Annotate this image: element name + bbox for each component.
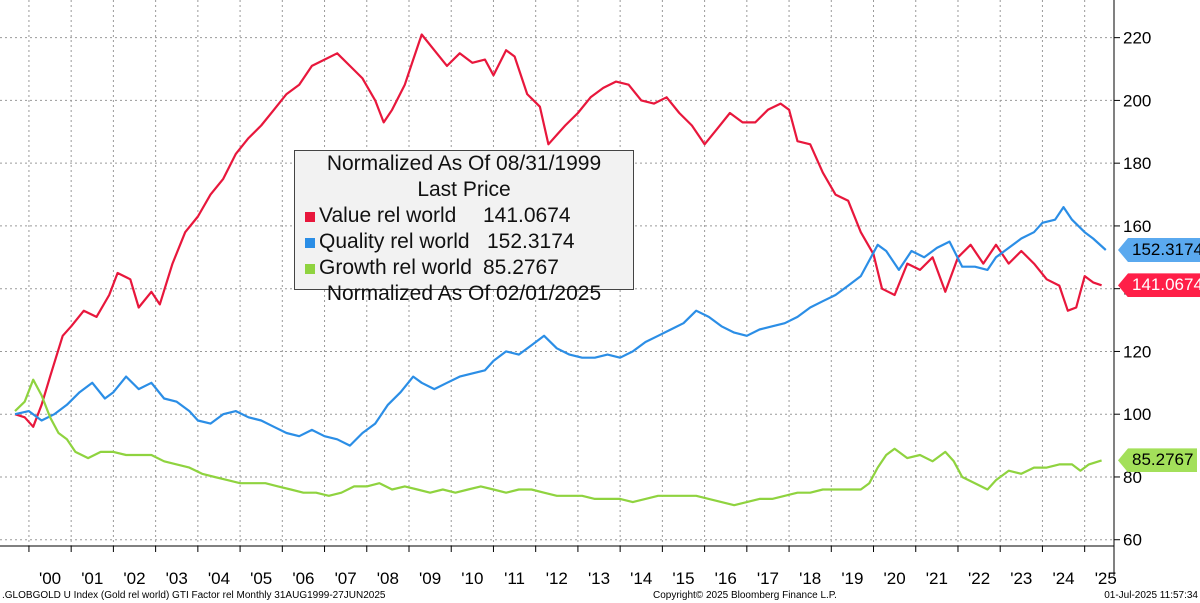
- x-tick-label: '20: [884, 569, 906, 588]
- y-tick-label: 80: [1123, 468, 1142, 487]
- last-price-tag-growth: 85.2767: [1118, 448, 1198, 473]
- x-tick-label: '21: [926, 569, 948, 588]
- x-tick-label: '09: [419, 569, 441, 588]
- x-tick-label: '15: [672, 569, 694, 588]
- legend: Normalized As Of 08/31/1999 Last Price V…: [294, 150, 634, 305]
- y-tick-label: 200: [1123, 91, 1151, 110]
- legend-swatch-quality: [305, 238, 315, 248]
- footer-timestamp: 01-Jul-2025 11:57:34: [1104, 590, 1198, 601]
- x-tick-label: '11: [504, 569, 525, 588]
- x-tick-label: '13: [588, 569, 610, 588]
- x-tick-label: '18: [799, 569, 821, 588]
- last-price-tag-value: 141.0674: [1118, 273, 1200, 298]
- x-tick-label: '23: [1010, 569, 1032, 588]
- x-tick-label: '10: [461, 569, 483, 588]
- x-tick-label: '07: [335, 569, 357, 588]
- x-tick-label: '00: [39, 569, 61, 588]
- series-lines: [14, 33, 1107, 507]
- x-tick-label: '22: [968, 569, 990, 588]
- x-tick-label: '25: [1095, 569, 1117, 588]
- y-tick-label: 220: [1123, 29, 1151, 48]
- x-tick-label: '17: [757, 569, 779, 588]
- x-tick-label: '01: [81, 569, 103, 588]
- y-tick-label: 180: [1123, 154, 1151, 173]
- legend-value-value: 141.0674: [483, 204, 571, 227]
- legend-swatch-value: [305, 212, 315, 222]
- footer-source: .GLOBGOLD U Index (Gold rel world) GTI F…: [2, 590, 386, 601]
- legend-swatch-growth: [305, 264, 315, 274]
- y-tick-label: 60: [1123, 531, 1142, 550]
- x-tick-label: '24: [1052, 569, 1074, 588]
- legend-item-quality: Quality rel world 152.3174: [295, 229, 633, 255]
- x-tick-label: '02: [123, 569, 145, 588]
- x-tick-label: '05: [250, 569, 272, 588]
- legend-label-value: Value rel world: [319, 204, 457, 227]
- legend-value-quality: 152.3174: [487, 230, 575, 253]
- y-tick-label: 160: [1123, 217, 1151, 236]
- legend-label-growth: Growth rel world: [319, 256, 472, 279]
- x-tick-label: '03: [166, 569, 188, 588]
- x-tick-label: '04: [208, 569, 230, 588]
- x-tick-label: '06: [292, 569, 314, 588]
- x-tick-label: '16: [715, 569, 737, 588]
- x-tick-label: '12: [546, 569, 568, 588]
- legend-item-value: Value rel world 141.0674: [295, 203, 633, 229]
- series-line-quality: [14, 206, 1107, 447]
- y-tick-label: 100: [1123, 405, 1151, 424]
- series-line-growth: [14, 378, 1102, 507]
- legend-item-growth: Growth rel world 85.2767: [295, 255, 633, 281]
- legend-value-growth: 85.2767: [483, 256, 559, 279]
- x-tick-label: '08: [377, 569, 399, 588]
- legend-note: Normalized As Of 02/01/2025: [326, 282, 602, 305]
- legend-label-quality: Quality rel world: [319, 230, 470, 253]
- footer-copyright: Copyright© 2025 Bloomberg Finance L.P.: [653, 590, 837, 601]
- series-line-value: [14, 33, 1102, 428]
- chart-title: Normalized As Of 08/31/1999: [326, 152, 602, 175]
- axes: 6080100120140160180200220'00'01'02'03'04…: [0, 0, 1151, 588]
- last-price-tag-quality: 152.3174: [1118, 238, 1200, 263]
- y-tick-label: 120: [1123, 342, 1151, 361]
- x-tick-label: '14: [630, 569, 652, 588]
- x-tick-label: '19: [841, 569, 863, 588]
- chart-subtitle: Last Price: [417, 178, 511, 201]
- grid: [0, 0, 1114, 546]
